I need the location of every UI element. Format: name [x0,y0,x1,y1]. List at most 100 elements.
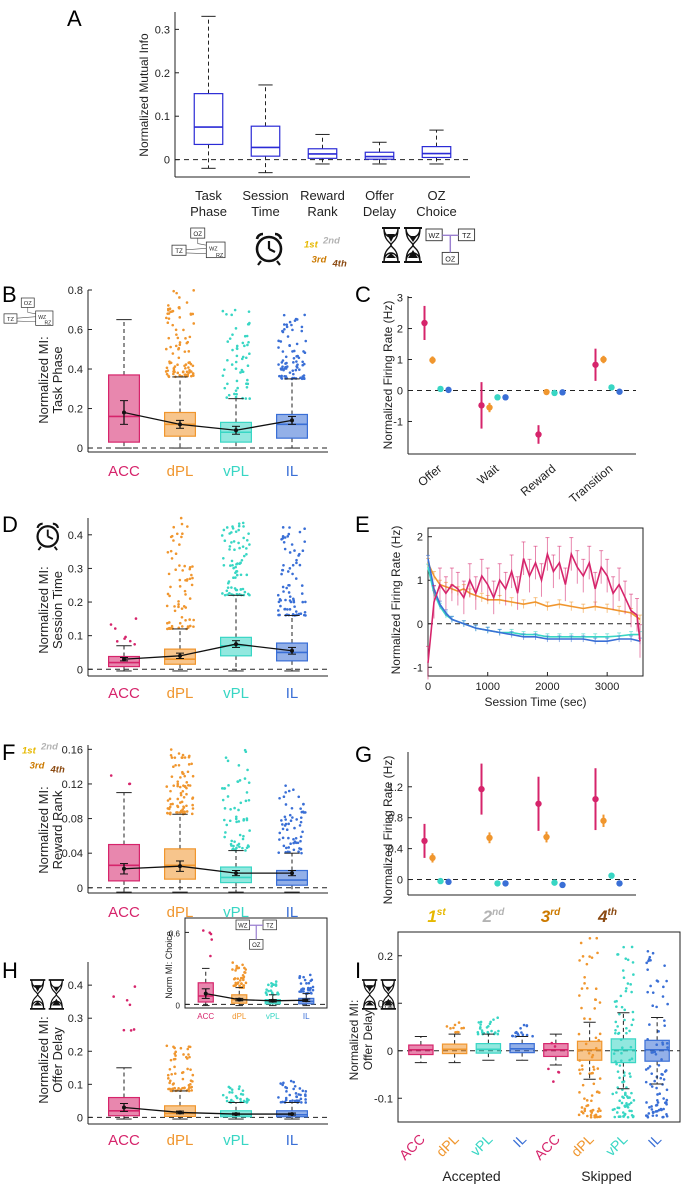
data-point [543,833,550,841]
x-tick-label: IL [286,463,299,480]
outlier-point [208,931,212,934]
outlier-point [581,1083,585,1087]
data-point [494,394,501,401]
outlier-point [191,1073,195,1077]
outlier-point [170,624,174,628]
x-tick-label: dPL [167,685,194,702]
outlier-point [279,604,282,608]
outlier-point [654,1104,658,1107]
outlier-point [235,347,239,351]
outlier-point [666,1002,669,1006]
x-tick-label-line: Time [251,204,279,219]
box-iqr [276,413,309,439]
maze-paths [16,307,36,323]
rz-label: RZ [216,253,224,259]
outlier-point [165,372,169,376]
data-point [592,361,599,368]
outlier-point [293,549,296,552]
outlier-point [648,1106,651,1109]
outlier-point [186,626,190,629]
outlier-point [297,850,300,854]
outlier-point [293,605,296,608]
box-offer-delay [364,141,395,165]
outlier-point [281,359,285,362]
outlier-point [291,369,295,372]
outlier-point [183,1086,186,1090]
outlier-point [237,528,240,532]
outlier-point [169,535,173,539]
outlier-point [181,532,184,535]
outlier-point [233,548,236,552]
outlier-point [307,981,311,985]
outlier-point [277,600,281,604]
outlier-point [598,1001,602,1004]
x-tick-label-line: Task [195,188,222,203]
outlier-point [234,389,238,392]
outlier-point [248,397,251,400]
y-axis-label: Offer Delay [361,1010,375,1070]
outlier-point [248,352,251,356]
outlier-point [230,586,233,589]
outlier-point [201,929,205,932]
outlier-point [176,797,180,801]
outlier-point [182,605,186,608]
outlier-point [185,810,189,813]
outlier-point [625,987,628,990]
outlier-point [591,1071,594,1075]
outlier-point [185,1055,188,1059]
rank-label-2: 2nd [322,236,340,247]
outlier-point [625,1031,628,1035]
x-tick-label: vPL [467,1131,496,1160]
outlier-point [665,1098,669,1102]
y-tick-label: 0.2 [155,68,170,80]
x-tick-label: IL [645,1131,665,1151]
outlier-point [653,1079,656,1083]
outlier-point [189,1079,193,1082]
x-tick-label: 2nd [482,907,506,926]
outlier-point [300,584,304,587]
outlier-point [284,355,288,359]
x-tick-label: vPL [223,463,249,480]
outlier-point [296,841,300,845]
outlier-point [170,756,174,759]
outlier-point [169,1079,172,1083]
outlier-point [588,1072,591,1075]
mean-point [234,642,238,647]
outlier-point [209,954,212,958]
outlier-point [233,392,236,396]
outlier-point [631,961,635,964]
outlier-point [453,1023,457,1027]
outlier-point [179,793,183,797]
outlier-point [128,782,132,786]
outlier-point [611,1108,615,1112]
outlier-point [578,994,581,997]
data-point [486,404,493,411]
outlier-point [615,1062,618,1066]
y-tick-label: 0.1 [155,111,170,123]
outlier-point [189,1068,192,1071]
outlier-point [242,525,245,528]
outlier-point [281,585,285,589]
outlier-point [178,785,182,789]
outlier-point [237,820,241,823]
outlier-point [247,340,250,344]
outlier-point [128,1003,132,1007]
outlier-point [175,532,179,536]
outlier-point [281,526,285,529]
outlier-point [590,1094,594,1097]
hourglass-caps [380,979,397,1010]
mean-point [290,418,294,423]
outlier-point [286,570,290,573]
outlier-point [280,819,283,822]
outlier-point [281,329,284,333]
outlier-point [225,1099,229,1103]
outlier-point [182,795,186,799]
outlier-point [188,784,192,787]
outlier-point [246,382,250,386]
outlier-point [295,818,298,821]
outlier-point [624,989,628,993]
hourglass-caps [362,979,378,1010]
outlier-point [294,836,298,840]
outlier-point [449,1027,452,1030]
outlier-point [274,984,278,987]
